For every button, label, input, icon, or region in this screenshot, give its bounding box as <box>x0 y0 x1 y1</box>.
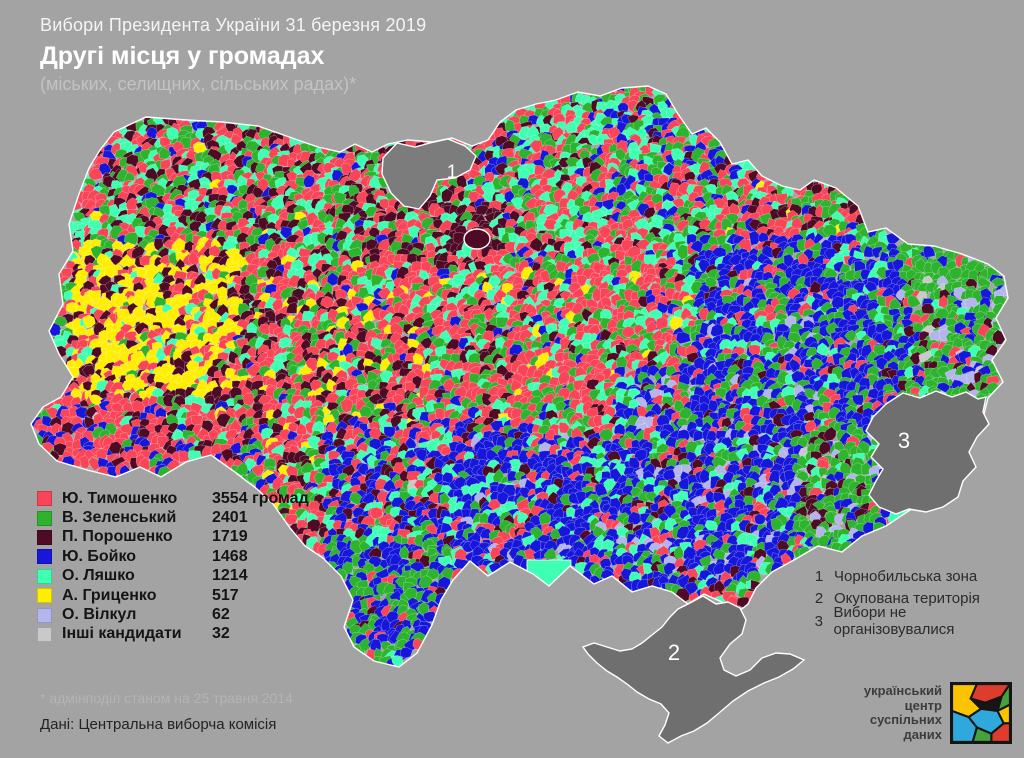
legend-row: П. Порошенко 1719 <box>37 528 309 547</box>
legend-row: Ю. Бойко 1468 <box>37 547 309 566</box>
zone-crimea <box>581 595 806 744</box>
legend-candidate-label: О. Ляшко <box>62 567 135 585</box>
legend-candidate-label: П. Порошенко <box>62 528 173 546</box>
legend-row: А. Гриценко 517 <box>37 586 309 605</box>
header: Вибори Президента України 31 березня 201… <box>40 14 426 95</box>
map-note-text: Чорнобильська зона <box>834 567 978 585</box>
legend-count: 1719 <box>212 528 248 546</box>
zone-occupied-label: 3 <box>898 428 910 453</box>
org-logo-mosaic-icon <box>950 682 1012 744</box>
legend-candidate-label: В. Зеленський <box>62 509 177 527</box>
map-note-text: Вибори не організовувалися <box>833 604 955 639</box>
legend-candidate-label: А. Гриценко <box>62 586 157 604</box>
map-note-number: 3 <box>814 612 823 630</box>
legend-count: 2401 <box>212 509 248 527</box>
legend-swatch-vilkul <box>37 607 52 623</box>
org-logo-line: центр <box>904 697 942 713</box>
legend-swatch-others <box>37 626 52 642</box>
zone-chernobyl <box>381 138 477 210</box>
legend-count: 517 <box>212 586 239 604</box>
legend-row: О. Ляшко 1214 <box>37 567 309 586</box>
legend-swatch-hrytsenko <box>37 588 52 604</box>
data-source: Дані: Центральна виборча комісія <box>40 716 277 733</box>
org-logo-line: даних <box>903 726 942 742</box>
country-border <box>30 85 1009 668</box>
legend-count: 1214 <box>212 567 248 585</box>
org-logo-line: український <box>863 683 942 698</box>
legend-swatch-poroshenko <box>37 529 52 545</box>
zone-chernobyl-label: 1 <box>447 162 458 183</box>
legend-candidate-label: Інші кандидати <box>62 625 182 643</box>
legend-row: Ю. Тимошенко 3554 громад <box>37 489 309 508</box>
legend-candidate-label: Ю. Тимошенко <box>62 489 178 507</box>
legend-count: 62 <box>212 606 230 624</box>
org-logo-text: український центр суспільних даних <box>863 683 942 742</box>
legend-candidate-label: О. Вілкул <box>62 606 137 624</box>
legend-swatch-tymoshenko <box>37 491 52 507</box>
zone-occupied <box>865 390 990 515</box>
org-logo-line: суспільних <box>869 712 942 727</box>
legend-row: В. Зеленський 2401 <box>37 508 309 527</box>
legend-swatch-boyko <box>37 549 52 565</box>
legend-swatch-lyashko <box>37 568 52 584</box>
map-note-number: 2 <box>814 590 824 608</box>
legend-candidate-label: Ю. Бойко <box>62 547 137 565</box>
legend-row: О. Вілкул 62 <box>37 605 309 624</box>
legend-swatch-zelensky <box>37 510 52 526</box>
zone-crimea-label: 2 <box>668 640 680 665</box>
legend-row: Інші кандидати 32 <box>37 625 309 644</box>
map-note-text: Окупована територія <box>834 590 980 608</box>
map-notes: 1 Чорнобильська зона 2 Окупована територія 3… <box>813 565 1024 639</box>
admin-division-footnote: * адмінподіл станом на 25 травня 2014 <box>40 690 293 706</box>
header-line1: Вибори Президента України 31 березня 201… <box>40 15 427 35</box>
city-enclave-outline <box>463 228 491 250</box>
map-note: 2 Окупована територія <box>813 588 1024 611</box>
org-logo: український центр суспільних даних <box>864 682 1012 744</box>
legend-count: 3554 громад <box>212 489 309 507</box>
legend-count: 32 <box>212 625 230 643</box>
legend: Ю. Тимошенко 3554 громад В. Зеленський 2401… <box>37 489 309 644</box>
legend-count: 1468 <box>212 547 248 565</box>
page-title: Другі місця у громадах <box>40 41 325 70</box>
map-note: 1 Чорнобильська зона <box>813 565 1024 588</box>
map-note-number: 1 <box>814 567 824 585</box>
page-subtitle: (міських, селищних, сільських радах)* <box>40 73 357 94</box>
map-note: 3 Вибори не організовувалися <box>813 604 1024 638</box>
